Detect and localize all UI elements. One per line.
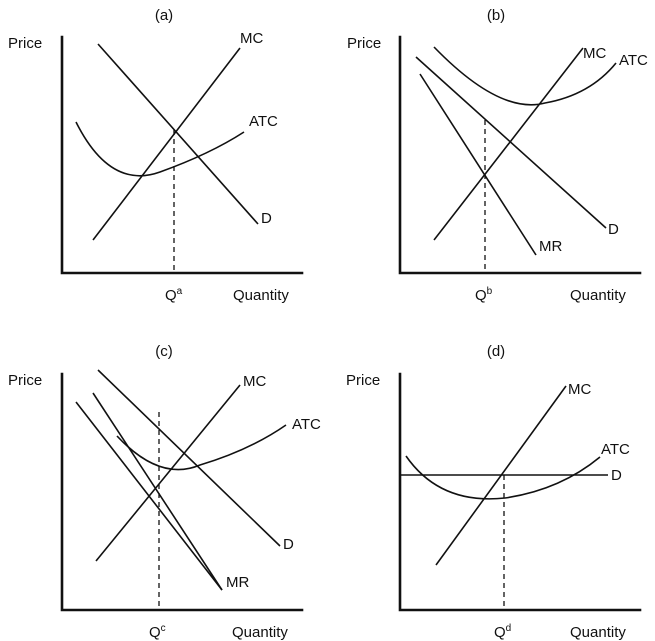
panel-c-d-curve — [97, 369, 281, 547]
panel-c-x-label: Quantity — [232, 624, 288, 641]
panel-b-y-label: Price — [347, 35, 381, 52]
panel-c-mc-curve — [95, 384, 241, 562]
panel-a-d-curve — [97, 43, 259, 225]
panel-d-d-label: D — [611, 467, 622, 484]
panel-d-q-label: Qd — [494, 623, 511, 641]
panel-d-atc-curve — [405, 455, 601, 500]
panel-d-mc-label: MC — [568, 381, 591, 398]
panel-c-mr-curve — [75, 401, 223, 591]
panel-d-q-sup: d — [506, 623, 512, 634]
panel-a-mc-label: MC — [240, 30, 263, 47]
panel-b-x-label: Quantity — [570, 287, 626, 304]
panel-d-y-label: Price — [346, 372, 380, 389]
panel-a-title: (a) — [155, 7, 173, 24]
panel-b-q-label: Qb — [475, 286, 493, 304]
panel-c-q-sup: c — [161, 623, 166, 634]
panel-d-q-letter: Q — [494, 624, 506, 641]
panel-c: (c) Price MC ATC D MR Qc Quantity — [8, 343, 321, 641]
panel-b-q-letter: Q — [475, 287, 487, 304]
panel-d-title: (d) — [487, 343, 505, 360]
panel-b: (b) Price MC ATC D MR Qb Quantity — [347, 7, 648, 304]
panel-a-mc-curve — [92, 47, 241, 241]
panel-a-q-label: Qa — [165, 286, 183, 304]
panel-d-axes — [398, 372, 642, 612]
panel-c-atc-curve-left — [92, 392, 223, 591]
panel-d-atc-label: ATC — [601, 441, 630, 458]
panel-b-q-sup: b — [487, 286, 493, 297]
panel-b-mc-curve — [433, 47, 584, 241]
panel-a-q-sup: a — [177, 286, 183, 297]
panel-c-title: (c) — [155, 343, 173, 360]
panel-a-q-letter: Q — [165, 287, 177, 304]
panel-a-y-label: Price — [8, 35, 42, 52]
panel-b-axes — [398, 35, 642, 275]
panel-c-q-label: Qc — [149, 623, 166, 641]
panel-a-d-label: D — [261, 210, 272, 227]
panel-c-d-label: D — [283, 536, 294, 553]
panel-b-atc-label: ATC — [619, 52, 648, 69]
panel-b-mr-label: MR — [539, 238, 562, 255]
panel-c-mc-label: MC — [243, 373, 266, 390]
panel-b-d-label: D — [608, 221, 619, 238]
panel-c-atc-label: ATC — [292, 416, 321, 433]
panel-c-axes — [60, 372, 304, 612]
panel-b-d-curve — [415, 56, 607, 229]
panel-d: (d) Price MC ATC D Qd Quantity — [346, 343, 642, 641]
panel-c-mr-label: MR — [226, 574, 249, 591]
panel-b-atc-curve — [433, 46, 617, 106]
panel-a-x-label: Quantity — [233, 287, 289, 304]
panel-c-y-label: Price — [8, 372, 42, 389]
panel-b-mr-curve — [419, 73, 537, 256]
panel-b-mc-label: MC — [583, 45, 606, 62]
panel-a-atc-curve — [75, 121, 245, 177]
panel-a-atc-label: ATC — [249, 113, 278, 130]
panel-c-atc-curve — [116, 424, 287, 471]
panel-b-title: (b) — [487, 7, 505, 24]
panel-a: (a) Price MC ATC D Qa Quantity — [8, 7, 304, 304]
panel-c-q-letter: Q — [149, 624, 161, 641]
panel-a-axes — [60, 35, 304, 275]
panel-d-x-label: Quantity — [570, 624, 626, 641]
